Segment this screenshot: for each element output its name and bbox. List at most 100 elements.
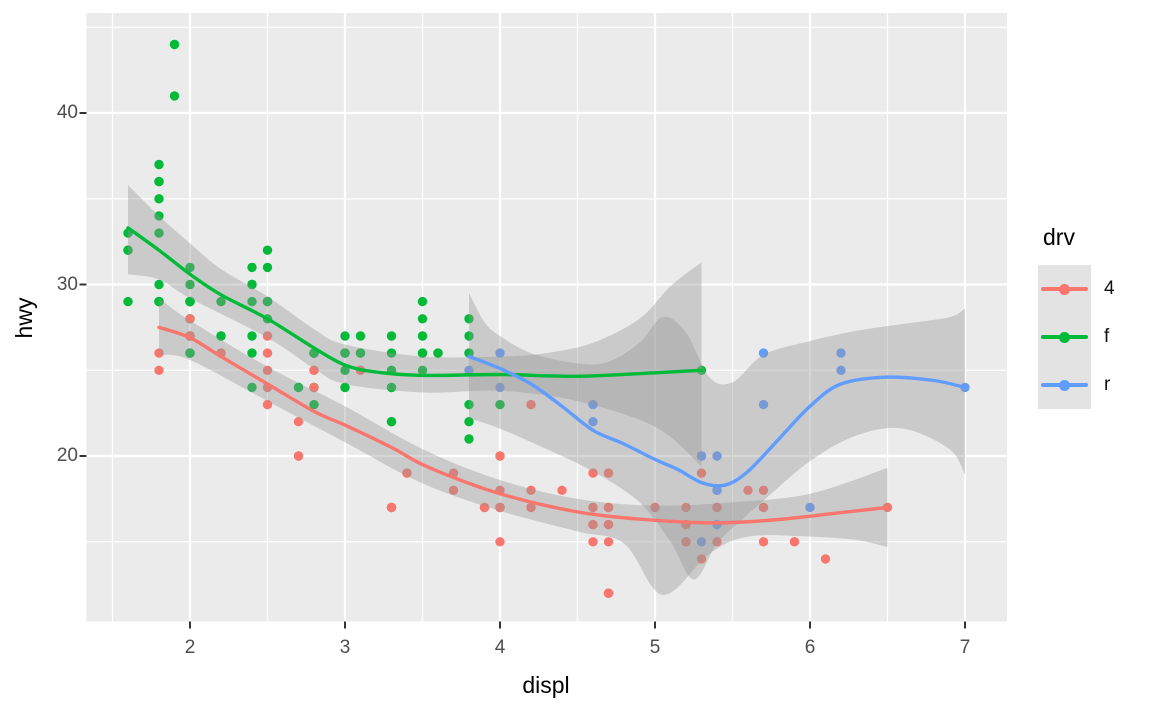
data-point <box>758 537 769 547</box>
data-point <box>216 331 226 341</box>
data-point <box>247 382 257 393</box>
data-point <box>262 262 273 273</box>
data-point <box>820 554 831 564</box>
data-point <box>464 399 474 410</box>
data-point <box>495 348 505 358</box>
data-point <box>262 331 273 341</box>
data-point <box>495 399 505 410</box>
data-point <box>603 502 614 513</box>
data-point <box>309 382 319 393</box>
data-point <box>169 39 180 50</box>
ci-ribbon-f <box>128 185 702 467</box>
legend: drv 4 f r <box>1038 224 1150 409</box>
data-point <box>495 502 505 513</box>
legend-entry-4: 4 <box>1038 265 1150 313</box>
data-point <box>154 211 164 221</box>
data-point <box>340 331 350 341</box>
data-point <box>758 399 769 410</box>
x-axis-title: displ <box>522 672 570 698</box>
data-point <box>185 314 195 324</box>
data-point <box>293 417 304 427</box>
data-point <box>340 365 350 375</box>
data-point <box>526 502 536 513</box>
data-point <box>386 331 397 341</box>
data-point <box>836 365 846 375</box>
data-point <box>464 348 474 358</box>
data-point <box>526 485 536 495</box>
data-point <box>154 159 164 170</box>
legend-entry-label: f <box>1104 326 1110 347</box>
data-point <box>154 296 164 307</box>
legend-key-dot-icon <box>1059 379 1070 391</box>
data-point <box>355 331 366 341</box>
legend-entry-label: 4 <box>1104 278 1115 299</box>
data-point <box>417 331 428 341</box>
y-tick-label-20: 20 <box>56 445 78 466</box>
data-point <box>247 331 257 341</box>
data-point <box>417 348 428 358</box>
data-point <box>417 365 428 375</box>
data-point <box>247 262 257 273</box>
data-point <box>696 451 707 461</box>
data-point <box>185 262 195 273</box>
data-point <box>185 296 195 307</box>
x-tick-label-2: 2 <box>184 637 196 658</box>
data-point <box>293 451 304 461</box>
legend-entry-f: f <box>1038 313 1150 361</box>
data-point <box>464 417 474 427</box>
data-point <box>588 502 598 513</box>
data-point <box>386 382 397 393</box>
data-point <box>681 537 691 547</box>
data-point <box>154 176 164 187</box>
data-point <box>340 382 350 393</box>
data-point <box>696 537 707 547</box>
data-point <box>448 485 459 495</box>
data-point <box>836 348 846 358</box>
ci-ribbon-4 <box>159 298 888 595</box>
data-point <box>526 399 536 410</box>
legend-entries: 4 f r <box>1038 265 1150 409</box>
data-point <box>696 468 707 478</box>
data-point <box>309 399 319 410</box>
data-point <box>603 519 614 530</box>
x-tick-label-7: 7 <box>959 637 971 658</box>
ci-ribbon-r <box>469 293 965 580</box>
data-point <box>696 554 707 564</box>
data-point <box>154 228 164 238</box>
smooth-line-f <box>126 226 704 379</box>
data-point <box>712 537 722 547</box>
data-point <box>588 537 598 547</box>
panel-background <box>86 13 1007 622</box>
data-point <box>154 194 164 204</box>
legend-title: drv <box>1043 224 1075 250</box>
x-tick-label-6: 6 <box>804 637 816 658</box>
data-point <box>154 348 164 358</box>
data-point <box>495 537 505 547</box>
data-point <box>712 451 722 461</box>
y-tick-label-40: 40 <box>56 102 78 123</box>
data-point <box>123 245 133 255</box>
data-point <box>355 348 366 358</box>
data-point <box>123 296 133 307</box>
data-point <box>247 348 257 358</box>
legend-key-dot-icon <box>1059 283 1070 295</box>
data-point <box>758 348 769 358</box>
points-f <box>123 39 707 513</box>
data-point <box>588 468 598 478</box>
data-point <box>216 296 226 307</box>
legend-entry-r: r <box>1038 361 1150 409</box>
data-point <box>712 485 722 495</box>
data-point <box>262 296 273 307</box>
data-point <box>262 245 273 255</box>
data-point <box>464 434 474 444</box>
data-point <box>247 296 257 307</box>
data-point <box>185 348 195 358</box>
y-tick-label-30: 30 <box>56 273 78 295</box>
data-point <box>743 485 753 495</box>
data-point <box>712 502 722 513</box>
data-point <box>588 417 598 427</box>
data-point <box>262 399 273 410</box>
data-point <box>247 279 257 290</box>
data-point <box>464 331 474 341</box>
